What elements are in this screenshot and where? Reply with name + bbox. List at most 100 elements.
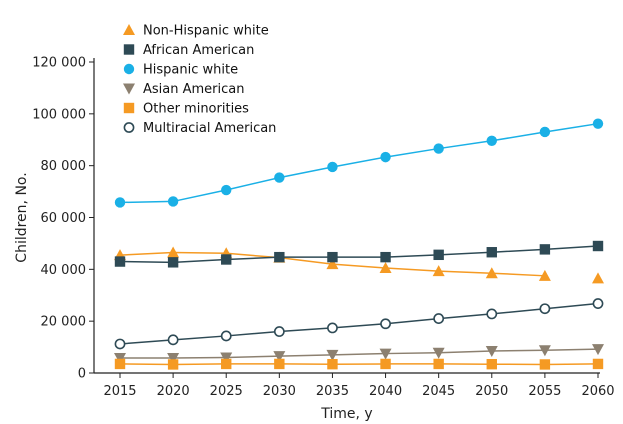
legend-item: Other minorities: [123, 102, 249, 117]
data-point: [379, 348, 392, 360]
x-tick-label: 2025: [210, 384, 243, 399]
data-point: [485, 345, 498, 357]
data-point: [167, 246, 180, 258]
legend-marker: [123, 83, 135, 95]
x-tick-label: 2035: [316, 384, 349, 399]
data-point: [274, 172, 285, 183]
x-tick-label: 2060: [581, 384, 614, 399]
legend-marker: [123, 102, 135, 114]
series-line: [119, 122, 599, 204]
data-point: [167, 334, 179, 346]
data-point: [167, 196, 179, 207]
data-point: [114, 358, 126, 370]
x-tick-label: 2030: [263, 384, 296, 399]
data-point: [114, 197, 126, 208]
data-point: [432, 265, 445, 277]
series-layer: [114, 118, 604, 370]
data-point: [380, 151, 391, 163]
legend-marker: [123, 122, 135, 133]
legend-label: Other minorities: [143, 102, 249, 117]
y-tick-label: 120 000: [32, 56, 86, 71]
series-multiracial-american: [114, 298, 604, 350]
data-point: [167, 257, 179, 268]
y-tick-label: 60 000: [41, 211, 87, 226]
legend-item: Asian American: [123, 82, 244, 97]
data-point: [220, 330, 232, 342]
data-point: [380, 318, 391, 330]
data-point: [539, 126, 551, 138]
x-tick-label: 2020: [157, 384, 190, 399]
series-non-hispanic-white: [114, 246, 604, 284]
legend-label: Asian American: [143, 82, 244, 97]
data-point: [327, 161, 338, 173]
data-point: [274, 358, 285, 370]
series-african-american: [114, 240, 604, 268]
axes: 0 20 000 40 000 60 000 80 000 100 000 120 000 2…: [32, 56, 614, 400]
data-point: [592, 344, 604, 356]
data-point: [273, 351, 286, 363]
data-point: [539, 359, 551, 370]
data-point: [221, 184, 232, 196]
data-point: [221, 358, 232, 370]
data-point: [327, 322, 338, 334]
legend: Non-Hispanic white African American Hispan…: [123, 24, 276, 136]
legend-marker: [123, 24, 135, 35]
y-axis-title: Children, No.: [14, 172, 30, 262]
y-tick-label: 20 000: [41, 315, 87, 330]
data-point: [592, 298, 604, 309]
data-point: [220, 352, 233, 364]
data-point: [486, 308, 498, 320]
data-point: [592, 118, 604, 129]
x-tick-label: 2050: [475, 384, 508, 399]
legend-item: Multiracial American: [123, 121, 276, 136]
series-line: [119, 302, 599, 345]
data-point: [326, 349, 339, 361]
x-tick-label: 2045: [422, 384, 455, 399]
legend-marker: [123, 63, 135, 75]
legend-item: Non-Hispanic white: [123, 24, 269, 39]
y-tick-label: 80 000: [41, 159, 87, 174]
data-point: [486, 135, 497, 146]
data-point: [273, 326, 285, 337]
data-point: [274, 251, 285, 263]
legend-label: Non-Hispanic white: [143, 24, 269, 39]
series-line: [120, 348, 599, 359]
data-point: [592, 358, 604, 370]
legend-label: Hispanic white: [143, 63, 238, 78]
data-point: [379, 262, 392, 274]
data-point: [486, 247, 497, 258]
data-point: [433, 143, 444, 154]
data-point: [592, 272, 604, 284]
legend-label: Multiracial American: [143, 121, 276, 136]
data-point: [327, 358, 338, 370]
data-point: [221, 254, 232, 265]
data-point: [539, 303, 551, 315]
data-point: [380, 358, 391, 370]
x-axis-title: Time, y: [320, 406, 372, 422]
legend-label: African American: [143, 43, 254, 58]
series-asian-american: [114, 344, 604, 364]
data-point: [167, 359, 179, 370]
x-tick-label: 2040: [369, 384, 402, 399]
data-point: [114, 256, 126, 267]
data-point: [592, 240, 604, 252]
legend-marker: [123, 44, 135, 55]
x-tick-label: 2055: [528, 384, 561, 399]
series-line: [119, 363, 599, 366]
data-point: [485, 267, 498, 279]
data-point: [433, 313, 445, 324]
data-point: [114, 352, 126, 364]
data-point: [538, 345, 551, 357]
data-point: [433, 358, 444, 370]
y-tick-label: 40 000: [41, 263, 87, 278]
legend-item: African American: [123, 43, 254, 58]
data-point: [114, 338, 126, 350]
data-point: [539, 244, 551, 255]
data-point: [327, 251, 338, 263]
data-point: [167, 352, 180, 364]
data-point: [380, 251, 391, 263]
x-tick-label: 2015: [103, 384, 136, 399]
legend-item: Hispanic white: [123, 63, 238, 78]
series-other-minorities: [114, 358, 604, 370]
